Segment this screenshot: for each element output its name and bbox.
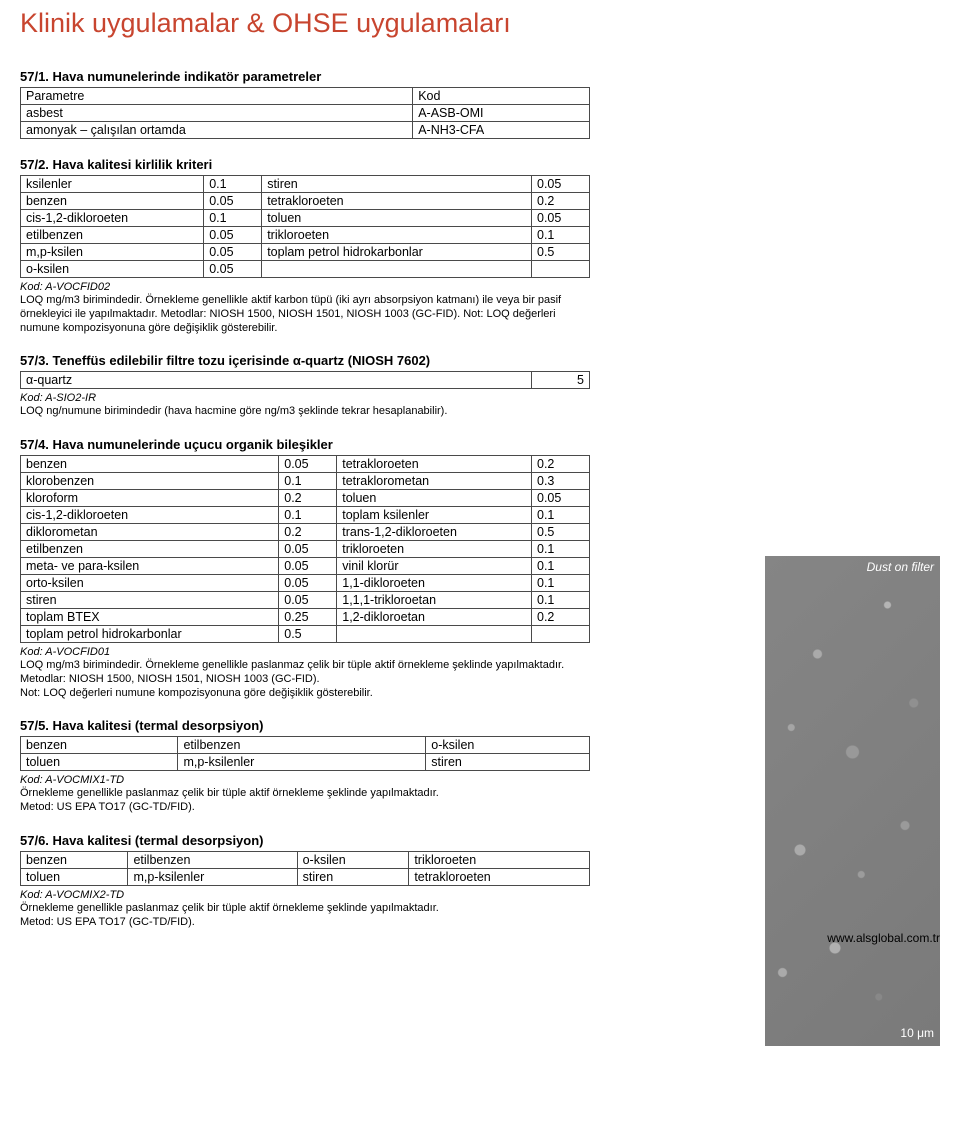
footer-url: www.alsglobal.com.tr <box>827 931 940 945</box>
table-row: etilbenzen0.05trikloroeten0.1 <box>21 227 590 244</box>
table-row: o-ksilen0.05 <box>21 261 590 278</box>
table-row: m,p-ksilen0.05toplam petrol hidrokarbonl… <box>21 244 590 261</box>
table-row: toluenm,p-ksilenlerstiren <box>21 754 590 771</box>
note-575: Örnekleme genellikle paslanmaz çelik bir… <box>20 787 590 815</box>
table-576: benzenetilbenzeno-ksilentrikloroeten tol… <box>20 851 590 886</box>
table-row: stiren0.051,1,1-trikloroetan0.1 <box>21 592 590 609</box>
table-row: α-quartz5 <box>21 372 590 389</box>
image-caption-top: Dust on filter <box>867 560 934 574</box>
section-574-heading: 57/4. Hava numunelerinde uçucu organik b… <box>20 437 940 452</box>
table-row: toluenm,p-ksilenlerstirentetrakloroeten <box>21 868 590 885</box>
code-573: Kod: A-SIO2-IR <box>20 392 940 404</box>
table-row: kloroform0.2toluen0.05 <box>21 490 590 507</box>
table-571: Parametre Kod asbestA-ASB-OMI amonyak – … <box>20 87 590 139</box>
section-573-heading: 57/3. Teneffüs edilebilir filtre tozu iç… <box>20 353 940 368</box>
col-kod: Kod <box>413 88 590 105</box>
table-573: α-quartz5 <box>20 371 590 389</box>
image-caption-bottom: 10 μm <box>900 1026 934 1040</box>
table-row: cis-1,2-dikloroeten0.1toluen0.05 <box>21 210 590 227</box>
table-row: toplam petrol hidrokarbonlar0.5 <box>21 626 590 643</box>
table-row: amonyak – çalışılan ortamdaA-NH3-CFA <box>21 122 590 139</box>
table-574: benzen0.05tetrakloroeten0.2 klorobenzen0… <box>20 455 590 643</box>
table-row: benzen0.05tetrakloroeten0.2 <box>21 456 590 473</box>
col-parametre: Parametre <box>21 88 413 105</box>
table-row: ksilenler0.1stiren0.05 <box>21 176 590 193</box>
table-row: benzen0.05tetrakloroeten0.2 <box>21 193 590 210</box>
section-572-heading: 57/2. Hava kalitesi kirlilik kriteri <box>20 157 940 172</box>
table-row: klorobenzen0.1tetraklorometan0.3 <box>21 473 590 490</box>
table-row: toplam BTEX0.251,2-dikloroetan0.2 <box>21 609 590 626</box>
page-title: Klinik uygulamalar & OHSE uygulamaları <box>20 8 940 39</box>
note-574: LOQ mg/m3 birimindedir. Örnekleme genell… <box>20 659 590 700</box>
note-573: LOQ ng/numune birimindedir (hava hacmine… <box>20 405 590 419</box>
table-row: asbestA-ASB-OMI <box>21 105 590 122</box>
table-row: cis-1,2-dikloroeten0.1toplam ksilenler0.… <box>21 507 590 524</box>
table-header-row: Parametre Kod <box>21 88 590 105</box>
section-571-heading: 57/1. Hava numunelerinde indikatör param… <box>20 69 940 84</box>
note-572: LOQ mg/m3 birimindedir. Örnekleme genell… <box>20 294 590 335</box>
note-576: Örnekleme genellikle paslanmaz çelik bir… <box>20 902 590 930</box>
table-575: benzenetilbenzeno-ksilen toluenm,p-ksile… <box>20 736 590 771</box>
table-row: etilbenzen0.05trikloroeten0.1 <box>21 541 590 558</box>
table-row: benzenetilbenzeno-ksilentrikloroeten <box>21 851 590 868</box>
table-row: meta- ve para-ksilen0.05vinil klorür0.1 <box>21 558 590 575</box>
table-row: orto-ksilen0.051,1-dikloroeten0.1 <box>21 575 590 592</box>
code-572: Kod: A-VOCFID02 <box>20 281 940 293</box>
table-row: benzenetilbenzeno-ksilen <box>21 737 590 754</box>
table-572: ksilenler0.1stiren0.05 benzen0.05tetrakl… <box>20 175 590 278</box>
dust-filter-image: Dust on filter 10 μm <box>765 556 940 1046</box>
table-row: diklorometan0.2trans-1,2-dikloroeten0.5 <box>21 524 590 541</box>
